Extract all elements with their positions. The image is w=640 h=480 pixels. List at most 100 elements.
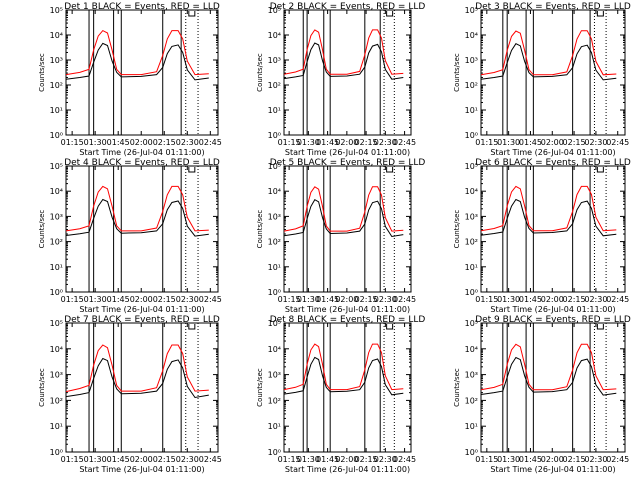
x-tick-label: 02:00 xyxy=(335,138,358,147)
events-series-line xyxy=(480,356,617,396)
y-tick-label: 10⁰ xyxy=(50,448,63,457)
x-tick-label: 01:15 xyxy=(278,455,301,464)
x-tick-label: 02:15 xyxy=(563,295,586,304)
bracket-marker xyxy=(386,11,394,17)
x-tick-label: 02:45 xyxy=(393,295,416,304)
x-tick-label: 01:30 xyxy=(84,455,107,464)
y-tick-label: 10² xyxy=(268,238,281,247)
x-tick-label: 01:45 xyxy=(316,138,339,147)
x-tick-label: 01:45 xyxy=(519,138,542,147)
x-tick-label: 02:15 xyxy=(153,138,176,147)
y-tick-label: 10⁰ xyxy=(268,131,281,140)
events-series-line xyxy=(65,198,209,237)
events-series-line xyxy=(283,42,404,80)
panel-title: Det 5 BLACK = Events, RED = LLD xyxy=(270,158,426,168)
x-tick-label: 01:15 xyxy=(278,295,301,304)
y-axis-label: Counts/sec xyxy=(38,53,46,92)
bracket-marker xyxy=(188,11,196,17)
y-tick-label: 10¹ xyxy=(50,422,63,431)
y-tick-label: 10³ xyxy=(268,56,281,65)
y-tick-label: 10¹ xyxy=(465,263,478,272)
y-tick-label: 10³ xyxy=(465,212,478,221)
chart-panel: Det 7 BLACK = Events, RED = LLD 01:15 01:3… xyxy=(38,315,222,474)
y-tick-label: 10⁴ xyxy=(50,187,63,196)
x-axis-label: Start Time (26-Jul-04 01:11:00) xyxy=(285,148,410,157)
x-tick-label: 02:30 xyxy=(176,455,199,464)
x-tick-label: 02:15 xyxy=(563,455,586,464)
y-tick-label: 10¹ xyxy=(268,422,281,431)
x-tick-label: 02:00 xyxy=(130,295,153,304)
chart-panel: Det 2 BLACK = Events, RED = LLD 01:1501:3… xyxy=(256,2,425,157)
x-tick-label: 01:15 xyxy=(278,138,301,147)
x-tick-label: 02:30 xyxy=(374,455,397,464)
chart-panel: Det 3 BLACK = Events, RED = LLD 01:1501:3… xyxy=(453,2,631,157)
y-tick-label: 10⁵ xyxy=(50,6,63,15)
events-series-line xyxy=(480,198,617,237)
x-tick-label: 02:30 xyxy=(584,138,607,147)
x-tick-label: 01:30 xyxy=(297,295,320,304)
y-tick-label: 10² xyxy=(50,238,63,247)
lld-series-line xyxy=(65,185,209,232)
chart-panel: Det 9 BLACK = Events, RED = LLD 01:1501:3… xyxy=(453,315,631,474)
y-tick-label: 10⁴ xyxy=(465,187,478,196)
x-tick-label: 02:30 xyxy=(584,455,607,464)
lld-series-line xyxy=(283,29,404,75)
y-tick-label: 10⁰ xyxy=(465,288,478,297)
y-tick-label: 10¹ xyxy=(50,263,63,272)
bracket-marker xyxy=(596,324,604,330)
y-tick-label: 10³ xyxy=(268,371,281,380)
y-tick-label: 10⁴ xyxy=(50,31,63,40)
x-axis-label: Start Time (26-Jul-04 01:11:00) xyxy=(490,148,615,157)
y-tick-label: 10⁴ xyxy=(268,345,281,354)
y-tick-label: 10³ xyxy=(50,212,63,221)
y-tick-label: 10³ xyxy=(50,371,63,380)
y-tick-label: 10⁵ xyxy=(268,162,281,171)
y-tick-label: 10² xyxy=(465,238,478,247)
y-axis-label: Counts/sec xyxy=(256,53,264,92)
plot-frame xyxy=(480,322,626,453)
x-tick-label: 01:45 xyxy=(316,295,339,304)
x-tick-label: 02:15 xyxy=(153,455,176,464)
y-tick-label: 10⁰ xyxy=(465,131,478,140)
y-tick-label: 10² xyxy=(50,81,63,90)
x-axis-label: Start Time (26-Jul-04 01:11:00) xyxy=(285,305,410,314)
x-tick-label: 02:30 xyxy=(176,295,199,304)
x-tick-label: 02:00 xyxy=(335,455,358,464)
y-tick-label: 10⁵ xyxy=(50,319,63,328)
events-series-line xyxy=(480,43,617,81)
plot-frame xyxy=(65,165,219,293)
y-tick-label: 10⁵ xyxy=(465,162,478,171)
y-tick-label: 10⁴ xyxy=(50,345,63,354)
events-series-line xyxy=(65,42,209,81)
plot-frame xyxy=(480,165,626,293)
x-tick-label: 01:45 xyxy=(519,295,542,304)
lld-series-line xyxy=(480,30,617,76)
bracket-marker xyxy=(596,167,604,173)
y-tick-label: 10¹ xyxy=(50,106,63,115)
y-tick-label: 10³ xyxy=(268,212,281,221)
plot-frame xyxy=(65,322,219,453)
x-tick-label: 01:15 xyxy=(475,138,498,147)
bracket-marker xyxy=(386,167,394,173)
y-tick-label: 10¹ xyxy=(268,106,281,115)
x-tick-label: 01:15 xyxy=(61,455,84,464)
y-tick-label: 10³ xyxy=(50,56,63,65)
bracket-marker xyxy=(386,324,394,330)
x-tick-label: 01:30 xyxy=(497,455,520,464)
lld-series-line xyxy=(480,343,617,391)
y-tick-label: 10¹ xyxy=(465,106,478,115)
panel-title: Det 6 BLACK = Events, RED = LLD xyxy=(475,158,631,168)
events-series-line xyxy=(65,357,209,399)
x-axis-label: Start Time (26-Jul-04 01:11:00) xyxy=(79,305,204,314)
y-tick-label: 10⁵ xyxy=(465,319,478,328)
plot-frame xyxy=(480,9,626,136)
x-axis-label: Start Time (26-Jul-04 01:11:00) xyxy=(79,465,204,474)
y-tick-label: 10⁴ xyxy=(465,345,478,354)
x-tick-label: 02:15 xyxy=(355,138,378,147)
x-axis-label: Start Time (26-Jul-04 01:11:00) xyxy=(79,148,204,157)
bracket-marker xyxy=(188,324,196,330)
y-tick-label: 10⁴ xyxy=(268,187,281,196)
x-tick-label: 02:15 xyxy=(153,295,176,304)
panel-title: Det 4 BLACK = Events, RED = LLD xyxy=(64,158,220,168)
x-tick-label: 01:45 xyxy=(107,295,130,304)
